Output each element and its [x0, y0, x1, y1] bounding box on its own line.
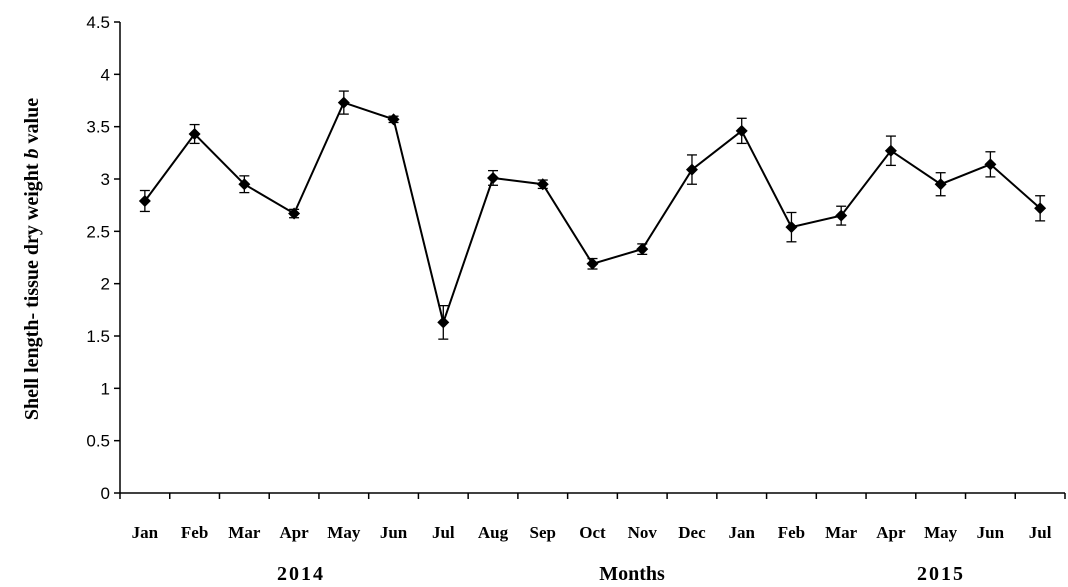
y-tick-label: 2.5	[86, 222, 110, 241]
data-markers	[138, 96, 1047, 329]
y-tick-label: 2	[101, 275, 110, 294]
y-tick-label: 1.5	[86, 327, 110, 346]
x-tick-label: Jun	[977, 523, 1005, 542]
y-axis-title-part-1: Shell length- tissue dry weight	[21, 158, 43, 420]
data-point-marker	[337, 96, 350, 109]
x-tick-label: Apr	[279, 523, 309, 542]
x-tick-label: Mar	[228, 523, 261, 542]
data-point-marker	[685, 163, 698, 176]
data-point-marker	[636, 243, 649, 256]
data-point-marker	[487, 171, 500, 184]
x-tick-label: Jan	[728, 523, 755, 542]
series-line	[144, 101, 1041, 326]
data-point-marker	[138, 194, 151, 207]
y-tick-label: 3.5	[86, 118, 110, 137]
x-axis-ticks: Jan Feb Mar Apr May Jun Jul Aug Sep Oct Nov Dec Jan F…	[119, 493, 1066, 542]
y-tick-label: 0	[101, 484, 110, 503]
data-point-marker	[387, 113, 400, 126]
data-point-marker	[586, 257, 599, 270]
data-point-marker	[884, 144, 897, 157]
data-point-marker	[536, 178, 549, 191]
year-label-2014: 2014	[277, 563, 325, 585]
x-tick-label: May	[327, 523, 361, 542]
y-tick-label: 4	[101, 65, 110, 84]
x-tick-label: Sep	[530, 523, 556, 542]
x-tick-label: Jun	[380, 523, 408, 542]
data-point-marker	[288, 207, 301, 220]
x-tick-label: Aug	[478, 523, 509, 542]
x-tick-label: Apr	[876, 523, 906, 542]
y-axis-title-italic-b: b	[21, 148, 43, 158]
x-tick-label: Nov	[628, 523, 658, 542]
x-tick-label: Oct	[579, 523, 606, 542]
y-tick-label: 1	[101, 379, 110, 398]
data-point-marker	[934, 178, 947, 191]
data-point-marker	[238, 178, 251, 191]
data-point-marker	[785, 221, 798, 234]
x-tick-label: Mar	[825, 523, 858, 542]
data-point-marker	[835, 209, 848, 222]
y-tick-label: 3	[101, 170, 110, 189]
data-point-marker	[1034, 202, 1047, 215]
x-tick-label: Jan	[132, 523, 159, 542]
year-label-2015: 2015	[917, 563, 965, 585]
data-point-marker	[188, 127, 201, 140]
y-tick-label: 4.5	[86, 13, 110, 32]
y-axis-title-part-3: value	[21, 98, 43, 149]
x-tick-label: Jul	[432, 523, 455, 542]
y-tick-label: 0.5	[86, 432, 110, 451]
x-tick-label: May	[924, 523, 958, 542]
y-axis-ticks: 0 0.5 1 1.5 2 2.5 3 3.5 4 4.5	[86, 13, 120, 503]
chart-axes	[119, 22, 1065, 494]
x-axis-title: Months	[599, 563, 665, 585]
error-bars	[139, 90, 1046, 340]
data-point-marker	[984, 158, 997, 171]
x-tick-label: Jul	[1029, 523, 1052, 542]
x-tick-label: Dec	[678, 523, 706, 542]
y-axis-title: Shell length- tissue dry weight b value	[21, 98, 43, 420]
data-point-marker	[735, 124, 748, 137]
x-tick-label: Feb	[778, 523, 805, 542]
x-tick-label: Feb	[181, 523, 208, 542]
data-point-marker	[437, 316, 450, 329]
